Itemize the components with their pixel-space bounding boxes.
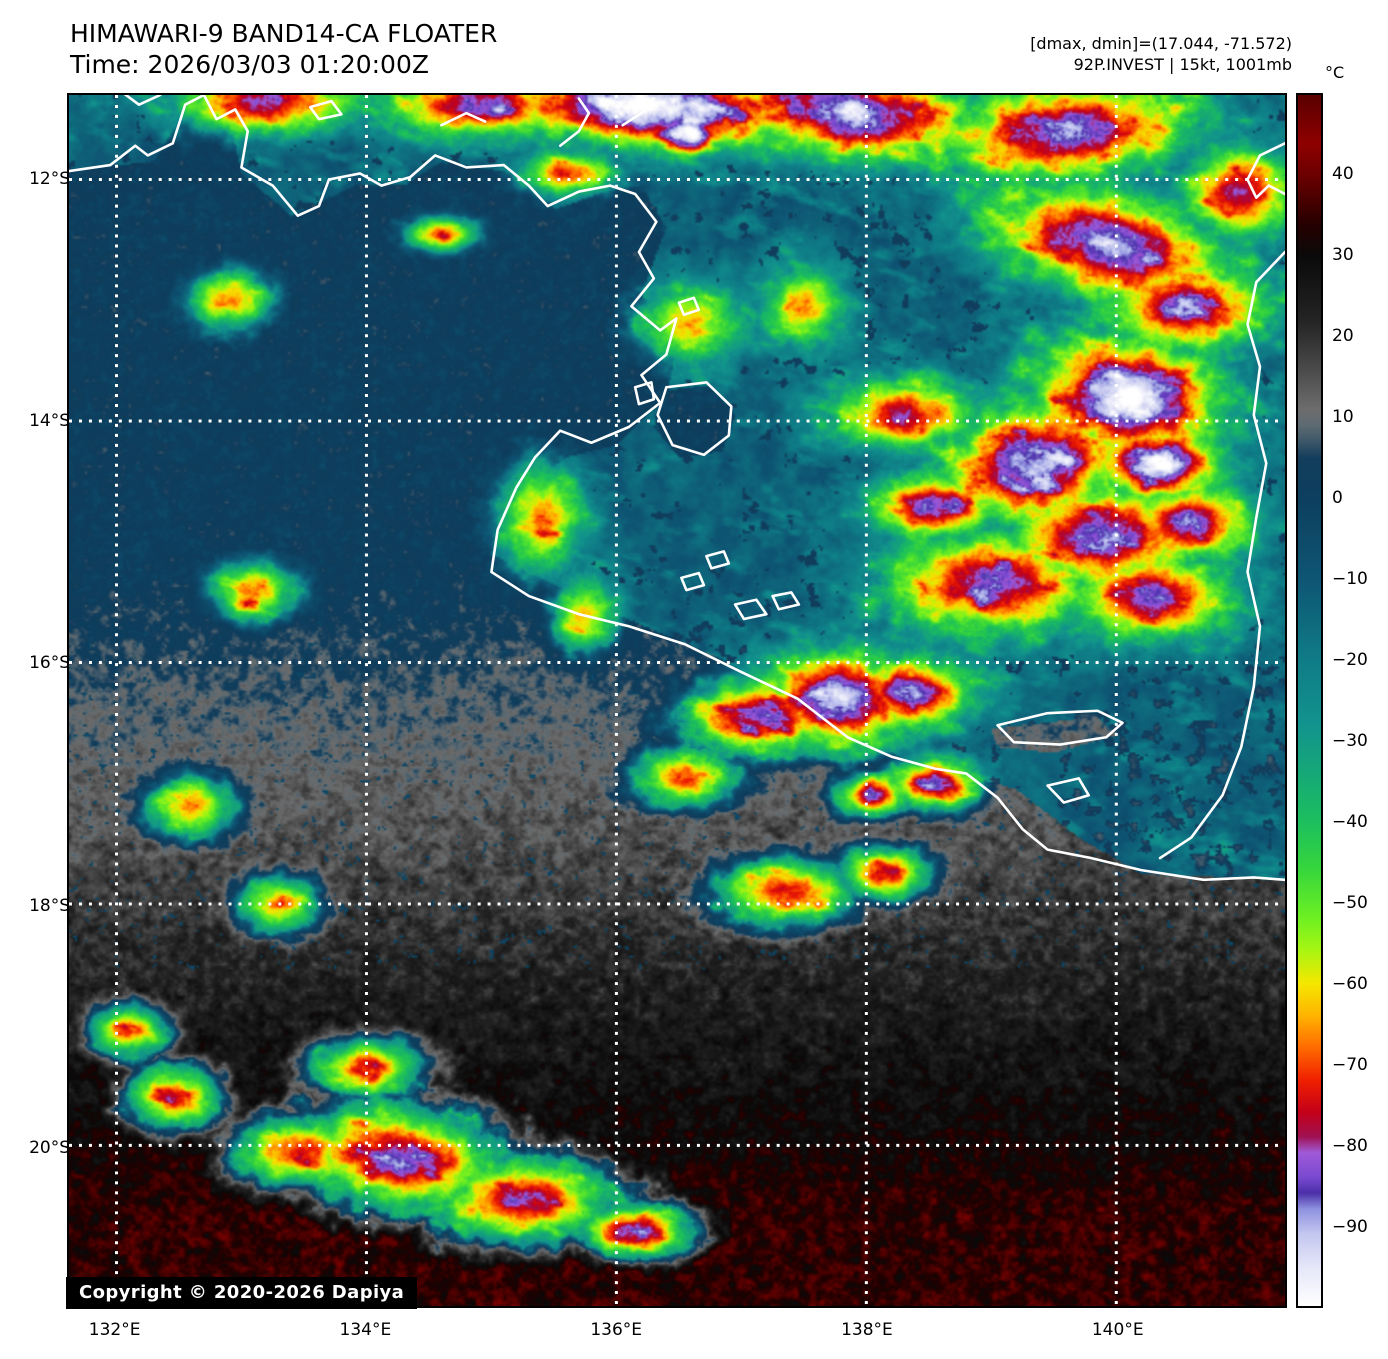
coastline-path [656,381,733,457]
coastline-path [680,571,706,592]
title-block: HIMAWARI-9 BAND14-CA FLOATER Time: 2026/… [70,18,497,80]
coastline-path [1046,777,1091,804]
coastline-path [677,296,701,317]
coastline-path [69,95,1285,882]
colorbar-tick-label: −50 [1332,893,1368,913]
colorbar-tick-label: −20 [1332,650,1368,670]
colorbar-tick-label: 30 [1332,245,1354,265]
metadata-block: [dmax, dmin]=(17.044, -71.572) 92P.INVES… [1030,33,1292,75]
colorbar-tick-label: −80 [1332,1136,1368,1156]
longitude-tick-label: 136°E [590,1320,643,1340]
coastline-path [1158,250,1285,860]
colorbar-tick-label: −90 [1332,1217,1368,1237]
coastline-path [733,598,768,621]
coastline-path [621,97,656,127]
coastline-path [771,591,801,611]
colorbar-gradient [1298,95,1321,1306]
latitude-tick-label: 14°S [29,411,70,432]
map-overlay [69,95,1285,1306]
coastline-path [633,381,656,406]
coastline-path [705,550,731,570]
colorbar-tick-label: 10 [1332,407,1354,427]
coastline-path [123,95,162,106]
latitude-tick-label: 18°S [29,895,70,916]
timestamp-label: Time: 2026/03/03 01:20:00Z [70,50,429,79]
satellite-imagery-canvas [69,95,1285,1306]
colorbar[interactable] [1296,93,1323,1308]
colorbar-tick-label: −10 [1332,569,1368,589]
copyright-banner: Copyright © 2020-2026 Dapiya [66,1277,418,1309]
latitude-tick-label: 12°S [29,168,70,189]
coastlines [69,95,1285,882]
longitude-tick-label: 132°E [88,1320,141,1340]
colorbar-tick-label: −30 [1332,731,1368,751]
coastline-path [558,97,591,148]
coastline-path [996,709,1124,746]
coastline-path [308,99,343,121]
longitude-tick-label: 140°E [1091,1320,1144,1340]
longitude-tick-label: 138°E [841,1320,893,1340]
latitude-tick-label: 20°S [29,1137,70,1158]
colorbar-tick-label: −60 [1332,974,1368,994]
colorbar-tick-label: 40 [1332,164,1354,184]
storm-info-label: 92P.INVEST | 15kt, 1001mb [1073,55,1292,74]
dmax-dmin-label: [dmax, dmin]=(17.044, -71.572) [1030,34,1292,53]
latitude-tick-label: 16°S [29,653,70,674]
coastline-path [1246,142,1285,199]
colorbar-unit-label: °C [1325,63,1345,82]
gridlines [69,95,1285,1306]
satellite-image-plot[interactable] [67,93,1287,1308]
colorbar-tick-label: −70 [1332,1055,1368,1075]
colorbar-tick-label: −40 [1332,812,1368,832]
page-title: HIMAWARI-9 BAND14-CA FLOATER [70,19,498,48]
colorbar-tick-label: 20 [1332,326,1354,346]
coastline-path [440,111,487,127]
longitude-tick-label: 134°E [339,1320,392,1340]
colorbar-tick-label: 0 [1332,488,1343,508]
